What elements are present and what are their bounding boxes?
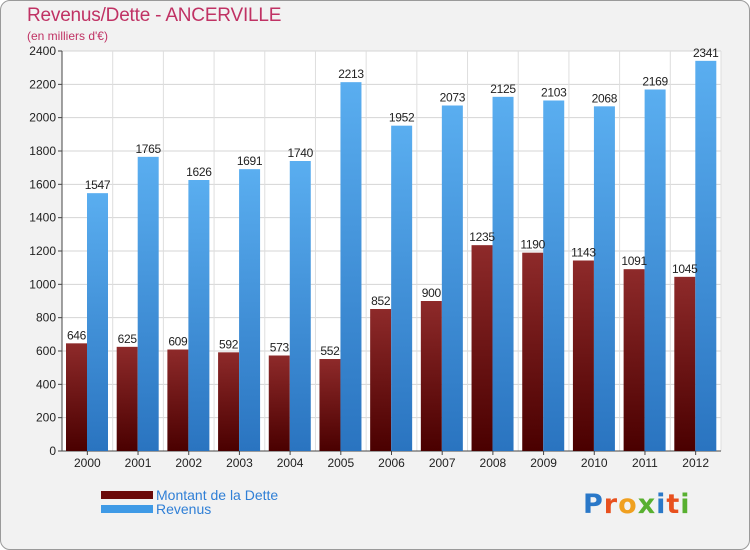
bar-revenus (87, 193, 108, 451)
bar-dette (522, 252, 544, 451)
bar-dette (623, 269, 645, 451)
y-tick-label: 1000 (29, 277, 56, 291)
bar-dette (319, 359, 341, 451)
legend-swatch-revenus (101, 505, 153, 513)
data-label-dette: 592 (219, 337, 239, 351)
bar-dette (167, 349, 189, 451)
y-tick-label: 1200 (29, 244, 56, 258)
bar-revenus (340, 82, 362, 452)
data-label-revenus: 2073 (440, 91, 466, 105)
x-tick-label: 2007 (429, 456, 456, 470)
y-tick-label: 2000 (29, 111, 56, 125)
x-tick-label: 2000 (74, 456, 101, 470)
data-label-dette: 625 (118, 332, 138, 346)
bar-revenus (593, 106, 615, 451)
chart-title: Revenus/Dette - ANCERVILLE (27, 5, 282, 26)
bar-dette (674, 276, 696, 451)
data-label-revenus: 1691 (237, 154, 263, 168)
y-tick-label: 200 (36, 411, 56, 425)
bar-revenus (644, 89, 666, 451)
data-label-dette: 552 (320, 344, 340, 358)
y-tick-label: 400 (36, 377, 56, 391)
bar-revenus (391, 125, 413, 452)
legend-label-revenus: Revenus (156, 501, 212, 517)
y-tick-label: 2400 (29, 44, 56, 58)
data-label-dette: 900 (422, 286, 442, 300)
legend-label-dette: Montant de la Dette (156, 487, 279, 503)
data-label-dette: 1190 (520, 238, 545, 252)
data-label-dette: 609 (168, 335, 188, 349)
bar-revenus (289, 161, 311, 451)
data-label-revenus: 2125 (490, 82, 516, 96)
x-tick-label: 2012 (682, 456, 709, 470)
legend-swatch-dette (101, 491, 153, 499)
bar-dette (471, 245, 493, 451)
x-tick-label: 2009 (530, 456, 557, 470)
x-tick-label: 2011 (632, 456, 658, 470)
bar-dette (66, 343, 87, 451)
x-tick-label: 2003 (226, 456, 253, 470)
bar-dette (370, 309, 392, 451)
bar-revenus (441, 105, 463, 451)
y-tick-label: 1800 (29, 144, 56, 158)
bar-revenus (543, 100, 565, 451)
bar-revenus (492, 96, 514, 451)
data-label-dette: 573 (270, 341, 290, 355)
data-label-revenus: 1765 (135, 142, 161, 156)
data-label-revenus: 2068 (592, 91, 618, 105)
x-tick-label: 2001 (125, 456, 152, 470)
y-tick-label: 600 (36, 344, 56, 358)
x-tick-label: 2002 (175, 456, 202, 470)
x-tick-label: 2006 (378, 456, 405, 470)
x-tick-label: 2010 (581, 456, 608, 470)
data-label-revenus: 2341 (693, 46, 719, 60)
data-label-revenus: 1952 (389, 111, 415, 125)
data-label-revenus: 1740 (288, 146, 314, 160)
y-tick-label: 1400 (29, 211, 56, 225)
data-label-revenus: 1626 (186, 165, 212, 179)
y-tick-label: 0 (49, 444, 56, 458)
chart-subtitle: (en milliers d'€) (27, 29, 108, 43)
data-label-dette: 646 (67, 328, 87, 342)
x-tick-label: 2008 (480, 456, 507, 470)
data-label-dette: 1045 (672, 262, 698, 276)
bar-revenus (695, 60, 717, 451)
data-label-dette: 1235 (469, 230, 495, 244)
data-label-dette: 1143 (571, 246, 596, 260)
data-label-revenus: 2169 (642, 75, 668, 89)
bar-dette (420, 301, 442, 451)
data-labels: 646 1547 625 1765 609 1626 592 1691 573 1740 552 22… (67, 46, 720, 358)
bar-dette (572, 260, 594, 451)
data-label-dette: 852 (371, 294, 391, 308)
bar-revenus (188, 180, 210, 451)
x-tick-label: 2005 (327, 456, 354, 470)
data-label-revenus: 2103 (541, 86, 567, 100)
data-label-revenus: 1547 (85, 178, 111, 192)
y-tick-label: 1600 (29, 177, 56, 191)
bars (66, 60, 717, 452)
bar-dette (116, 346, 138, 451)
bar-dette (218, 352, 240, 451)
bar-revenus (239, 169, 261, 451)
bar-dette (268, 355, 290, 451)
y-tick-label: 800 (36, 311, 56, 325)
data-label-revenus: 2213 (338, 67, 364, 81)
y-tick-label: 2200 (29, 77, 56, 91)
bar-revenus (137, 156, 159, 452)
legend-item-revenus: Revenus (101, 501, 211, 517)
legend-item-dette: Montant de la Dette (101, 487, 278, 503)
data-label-dette: 1091 (621, 254, 647, 268)
proxiti-logo: Proxiti (583, 489, 691, 520)
x-tick-label: 2004 (277, 456, 304, 470)
